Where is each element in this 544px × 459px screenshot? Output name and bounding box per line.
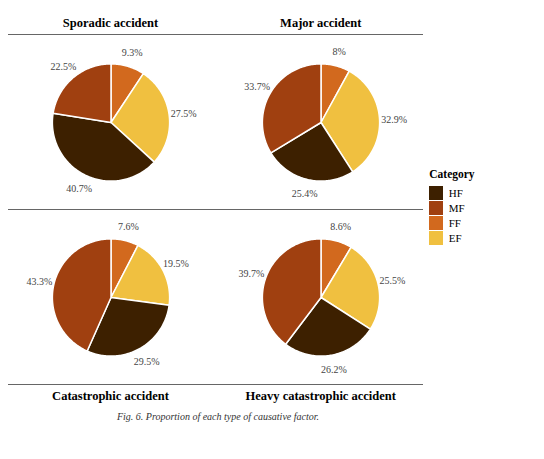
svg-text:7.6%: 7.6% [118, 221, 139, 232]
html-text:Fig. 6. Proportion of each typ: Fig. 6. Proportion of each type of causa… [116, 411, 319, 422]
svg-text:8.6%: 8.6% [330, 221, 351, 232]
html-text:Catastrophic accident: Catastrophic accident [52, 389, 169, 403]
svg-text:39.7%: 39.7% [239, 268, 265, 279]
html-text:Sporadic accident: Sporadic accident [62, 16, 159, 30]
html-text:Heavy catastrophic accident: Heavy catastrophic accident [245, 389, 396, 403]
html-text:EF: EF [448, 231, 462, 244]
html-text:FF: FF [448, 216, 461, 229]
svg-text:29.5%: 29.5% [134, 356, 160, 367]
svg-text:19.5%: 19.5% [163, 258, 189, 269]
html-text:MF: MF [448, 201, 465, 214]
svg-text:33.7%: 33.7% [244, 81, 270, 92]
svg-text:43.3%: 43.3% [26, 276, 52, 287]
html-text:HF: HF [448, 186, 463, 199]
svg-text:8%: 8% [333, 46, 346, 57]
svg-text:26.2%: 26.2% [321, 364, 347, 375]
svg-text:9.3%: 9.3% [122, 47, 143, 58]
svg-text:32.9%: 32.9% [382, 114, 408, 125]
html-text:Major accident: Major accident [280, 16, 362, 30]
svg-text:25.4%: 25.4% [292, 188, 318, 199]
svg-text:22.5%: 22.5% [50, 61, 76, 72]
svg-text:25.5%: 25.5% [380, 275, 406, 286]
svg-text:27.5%: 27.5% [171, 108, 197, 119]
svg-text:40.7%: 40.7% [66, 183, 92, 194]
html-text:Category: Category [429, 167, 475, 180]
